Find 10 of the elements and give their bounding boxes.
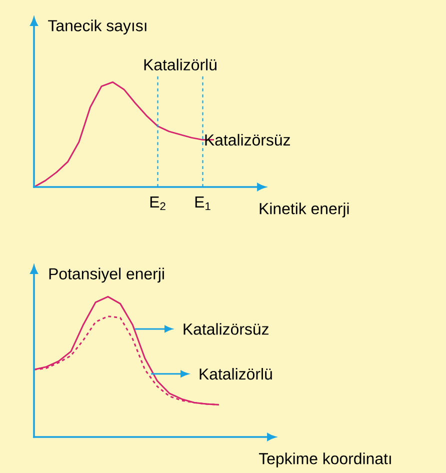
series-label: Katalizörlü [200,368,272,380]
text: Katalizörsüz [184,323,268,335]
annotation: Katalizörsüz [205,134,290,146]
x-tick-label: E$_{1}$ [195,196,210,210]
x-tick-label: E$_{2}$ [150,196,166,210]
y-axis-title: Potansiyel enerji [49,268,164,283]
y-axis-title: Tanecik sayısı [48,20,146,34]
x-axis-title: Kinetik enerji [260,202,349,218]
text: Katalizörlü [144,58,216,70]
x-axis-title: Tepkime koordinatı [258,452,391,468]
